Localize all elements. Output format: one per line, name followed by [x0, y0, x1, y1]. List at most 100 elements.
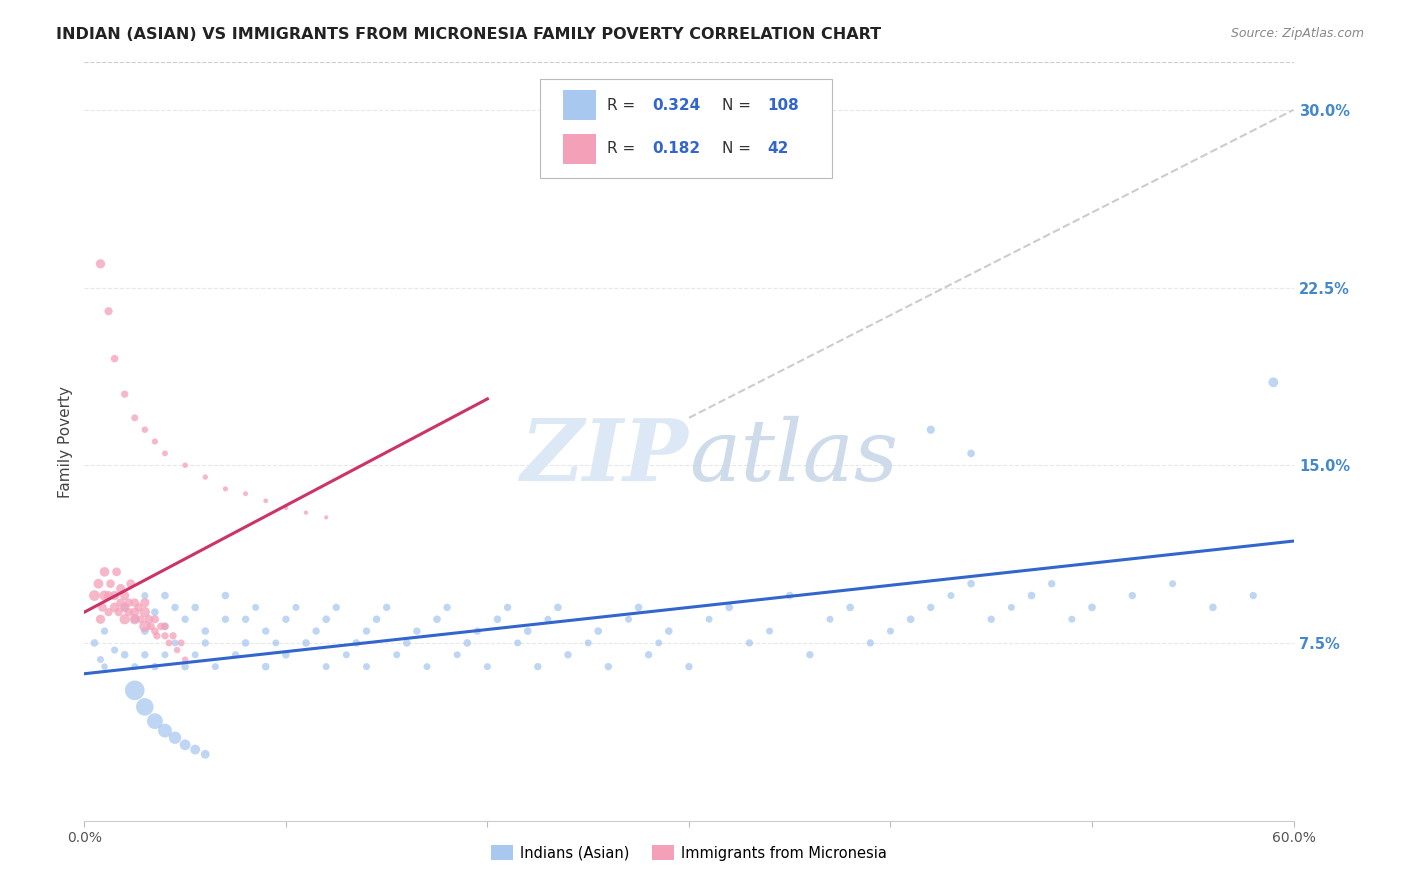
Point: [118, 605, 141, 619]
Point: [87, 576, 110, 591]
Point: [124, 596, 146, 610]
Point: [617, 612, 640, 626]
Point: [174, 612, 197, 626]
Point: [83, 589, 105, 603]
Point: [839, 600, 862, 615]
Point: [627, 600, 650, 615]
Point: [134, 605, 156, 619]
Text: N =: N =: [721, 98, 751, 112]
Point: [128, 600, 150, 615]
Point: [143, 659, 166, 673]
Point: [254, 493, 277, 508]
Point: [254, 624, 277, 639]
Point: [194, 747, 217, 762]
Point: [170, 636, 193, 650]
Point: [124, 410, 146, 425]
Text: ZIP: ZIP: [522, 415, 689, 499]
Point: [114, 387, 136, 401]
Point: [527, 659, 550, 673]
Point: [658, 624, 681, 639]
FancyBboxPatch shape: [564, 90, 596, 120]
Point: [1161, 576, 1184, 591]
Text: N =: N =: [721, 141, 751, 156]
Point: [537, 612, 560, 626]
Text: R =: R =: [607, 141, 636, 156]
Point: [93, 589, 115, 603]
Point: [1060, 612, 1083, 626]
Point: [143, 605, 166, 619]
Point: [446, 648, 468, 662]
Point: [174, 458, 197, 473]
Point: [153, 619, 176, 633]
Point: [110, 596, 132, 610]
Point: [165, 636, 187, 650]
Point: [153, 619, 176, 633]
Point: [264, 636, 287, 650]
Point: [184, 648, 207, 662]
Point: [114, 600, 136, 615]
Point: [184, 600, 207, 615]
Text: 0.324: 0.324: [652, 98, 702, 112]
Text: 108: 108: [768, 98, 799, 112]
Point: [124, 612, 146, 626]
Point: [104, 351, 127, 366]
Point: [576, 636, 599, 650]
Point: [588, 624, 610, 639]
Point: [149, 619, 172, 633]
Point: [146, 629, 169, 643]
Point: [89, 652, 111, 666]
Point: [1263, 376, 1285, 390]
Point: [315, 612, 337, 626]
Point: [1121, 589, 1143, 603]
Point: [1081, 600, 1104, 615]
Point: [225, 648, 247, 662]
Point: [274, 500, 297, 515]
Point: [139, 619, 162, 633]
Point: [153, 589, 176, 603]
Point: [162, 629, 184, 643]
Point: [134, 423, 156, 437]
Point: [598, 659, 620, 673]
Point: [799, 648, 821, 662]
Point: [194, 624, 217, 639]
Point: [91, 600, 114, 615]
Point: [100, 576, 122, 591]
FancyBboxPatch shape: [564, 134, 596, 164]
Point: [315, 659, 337, 673]
Point: [879, 624, 901, 639]
Point: [335, 648, 357, 662]
Point: [356, 659, 378, 673]
Point: [93, 659, 115, 673]
Point: [174, 659, 197, 673]
Point: [124, 683, 146, 698]
Point: [557, 648, 579, 662]
Point: [153, 648, 176, 662]
Point: [118, 596, 141, 610]
Point: [900, 612, 922, 626]
Point: [114, 589, 136, 603]
Text: Source: ZipAtlas.com: Source: ZipAtlas.com: [1230, 27, 1364, 40]
Point: [93, 565, 115, 579]
Point: [138, 612, 160, 626]
Point: [960, 576, 983, 591]
Point: [366, 612, 388, 626]
Point: [134, 624, 156, 639]
Point: [637, 648, 659, 662]
Point: [104, 643, 127, 657]
Point: [124, 612, 146, 626]
Point: [274, 612, 297, 626]
Text: R =: R =: [607, 98, 636, 112]
Point: [295, 506, 318, 520]
Point: [143, 624, 166, 639]
Point: [416, 659, 439, 673]
Point: [467, 624, 489, 639]
Point: [134, 619, 156, 633]
Point: [375, 600, 398, 615]
Point: [153, 723, 176, 738]
Point: [245, 600, 267, 615]
Point: [83, 636, 105, 650]
Point: [426, 612, 449, 626]
Point: [385, 648, 408, 662]
Point: [818, 612, 841, 626]
Point: [1000, 600, 1022, 615]
